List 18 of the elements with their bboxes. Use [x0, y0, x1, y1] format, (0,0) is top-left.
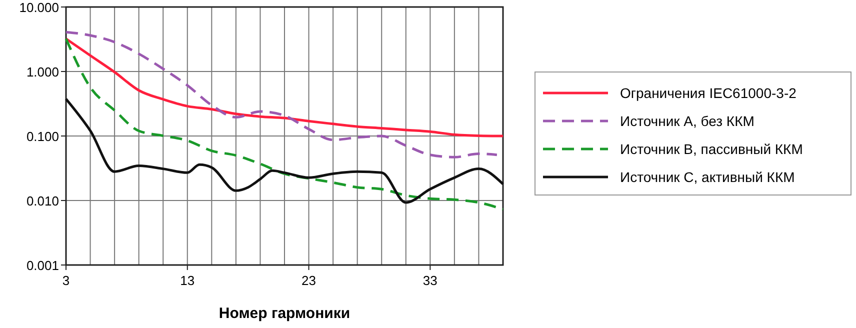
x-tick-label: 13	[180, 273, 195, 288]
y-tick-label: 0.010	[26, 194, 59, 208]
y-tick-label: 0.001	[26, 258, 59, 273]
line-series	[64, 30, 498, 158]
x-tick-label: 33	[422, 273, 438, 288]
x-axis-title: Номер гармоники	[218, 305, 350, 322]
legend-label: Ограничения IEC61000-3-2	[620, 85, 797, 101]
line-series	[64, 37, 504, 138]
x-tick-label: 23	[302, 273, 316, 288]
y-tick-label: 1.000	[26, 64, 59, 80]
legend-label: Источник В, пассивный ККМ	[620, 141, 803, 157]
line-series	[64, 98, 504, 204]
y-tick-label: 10.000	[19, 0, 59, 15]
legend-label: Источник С, активный ККМ	[620, 169, 795, 185]
y-tick-label: 0.100	[26, 129, 59, 144]
x-tick-label: 3	[62, 273, 70, 288]
line-series	[64, 37, 504, 211]
legend-label: Источник А, без ККМ	[620, 113, 754, 129]
